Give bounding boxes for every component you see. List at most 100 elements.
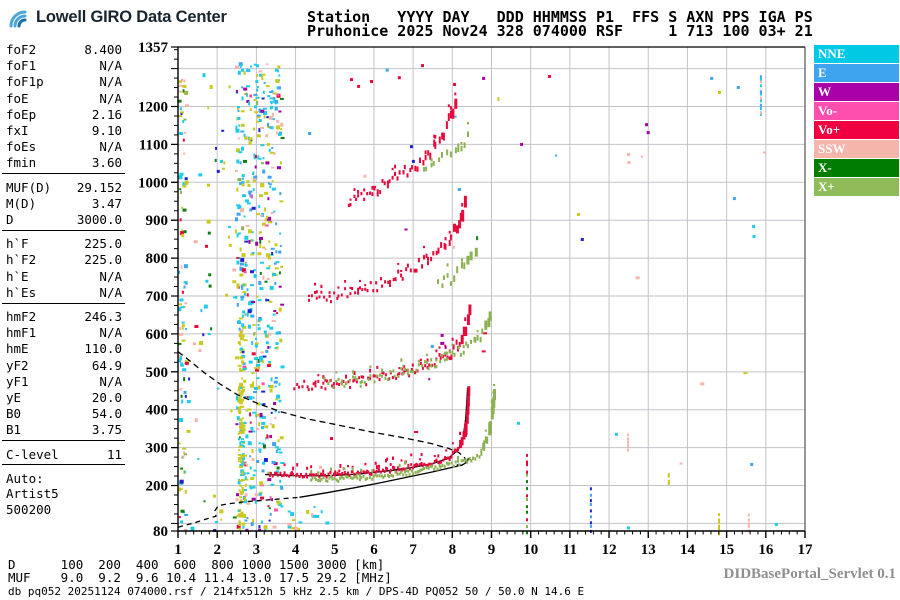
noise-speck <box>186 429 191 433</box>
trace-mark <box>430 256 433 262</box>
noise-speck <box>260 127 264 129</box>
noise-speck <box>182 84 187 88</box>
noise-column-mark <box>526 531 528 535</box>
noise-speck <box>258 128 261 133</box>
trace-mark <box>362 375 365 379</box>
trace-spread-mark <box>443 351 446 355</box>
noise-speck <box>256 101 259 105</box>
noise-speck <box>258 317 263 321</box>
noise-speck <box>275 470 279 474</box>
trace-mark <box>459 352 462 357</box>
noise-speck <box>252 324 256 326</box>
noise-speck <box>252 171 255 174</box>
noise-speck <box>256 377 260 380</box>
noise-speck <box>254 105 257 109</box>
trace-mark <box>407 463 410 467</box>
noise-speck <box>270 411 273 414</box>
trace-mark <box>362 470 365 474</box>
trace-spread-mark <box>417 359 420 363</box>
trace-mark <box>451 108 455 119</box>
trace-mark <box>317 479 320 482</box>
trace-mark <box>364 477 367 481</box>
y-tick-label: 1000 <box>138 175 168 191</box>
trace-mark <box>279 471 282 475</box>
noise-speck <box>274 282 277 285</box>
noise-speck <box>238 151 243 154</box>
noise-speck <box>270 247 275 250</box>
trace-mark <box>320 385 323 389</box>
noise-speck <box>274 446 279 449</box>
noise-speck <box>254 357 259 360</box>
noise-speck <box>240 298 244 301</box>
trace-mark <box>377 467 380 471</box>
trace-mark <box>374 473 377 477</box>
noise-speck <box>280 303 285 306</box>
trace-mark <box>352 379 355 383</box>
noise-speck <box>184 177 188 181</box>
noise-speck <box>251 239 254 242</box>
panel-separator <box>2 464 125 466</box>
noise-speck <box>256 213 261 216</box>
trace-spread-mark <box>389 463 392 466</box>
noise-speck <box>207 106 210 109</box>
noise-speck <box>249 485 252 489</box>
noise-speck <box>262 355 267 358</box>
param-label: h`F <box>6 236 29 252</box>
trace-spread-mark <box>461 258 463 262</box>
noise-speck <box>232 268 237 272</box>
noise-speck <box>186 400 191 404</box>
noise-speck <box>250 522 254 526</box>
trace-mark <box>318 295 321 299</box>
trace-mark <box>492 396 496 409</box>
panel-separator <box>2 440 125 442</box>
noise-speck <box>254 344 258 348</box>
noise-speck <box>205 279 209 283</box>
trace-spread-mark <box>389 279 391 284</box>
noise-speck <box>246 478 249 481</box>
noise-speck <box>257 155 260 160</box>
trace-mark <box>326 479 329 483</box>
trace-mark <box>465 410 469 424</box>
trace-mark <box>386 184 389 189</box>
trace-spread-mark <box>394 164 396 169</box>
noise-speck <box>287 523 292 526</box>
noise-speck <box>247 408 252 411</box>
stray-speck <box>517 421 520 425</box>
noise-speck <box>238 436 241 439</box>
noise-speck <box>476 236 479 241</box>
trace-mark <box>344 473 347 477</box>
trace-mark <box>326 379 328 383</box>
noise-speck <box>263 111 267 116</box>
trace-mark <box>378 474 381 478</box>
trace-mark <box>384 474 386 478</box>
trace-mark <box>354 291 357 295</box>
noise-speck <box>182 327 184 330</box>
trace-mark <box>439 465 442 469</box>
noise-speck <box>259 355 263 360</box>
trace-mark <box>371 192 374 197</box>
trace-mark <box>474 337 477 343</box>
trace-mark <box>331 477 334 481</box>
noise-speck <box>238 317 243 320</box>
trace-mark <box>355 474 358 478</box>
param-row-hE: h`E N/A <box>6 269 122 284</box>
noise-speck <box>262 246 266 249</box>
noise-speck <box>265 85 270 88</box>
trace-mark <box>269 471 272 475</box>
noise-speck <box>278 411 281 414</box>
trace-mark <box>405 267 408 272</box>
noise-speck <box>206 219 211 224</box>
noise-speck <box>252 519 255 522</box>
trace-mark <box>450 281 452 286</box>
trace-mark <box>314 476 317 480</box>
trace-spread-mark <box>400 269 403 273</box>
noise-speck <box>240 110 245 113</box>
noise-speck <box>325 521 330 525</box>
noise-speck <box>182 208 187 212</box>
noise-column-mark <box>627 437 630 441</box>
noise-speck <box>274 417 277 420</box>
param-label: fxI <box>6 123 29 138</box>
noise-speck <box>278 382 281 386</box>
noise-speck <box>236 260 240 265</box>
noise-speck <box>261 73 266 76</box>
